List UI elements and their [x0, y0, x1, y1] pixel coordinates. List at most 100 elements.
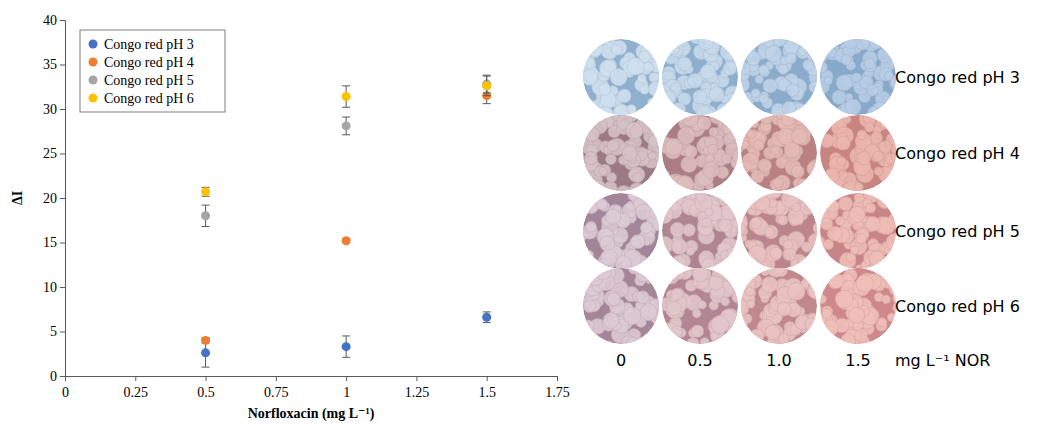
y-tick: 25	[43, 146, 65, 161]
y-tick-label: 15	[43, 235, 57, 250]
bead	[607, 173, 617, 183]
x-tick-label: 0.75	[264, 385, 289, 400]
x-tick: 0.5	[197, 376, 215, 400]
bead	[798, 256, 809, 267]
bead	[681, 156, 698, 173]
bead	[662, 90, 677, 105]
photo	[811, 268, 905, 354]
bead	[749, 119, 758, 128]
y-axis: 0510152025303540	[43, 13, 66, 384]
bead	[788, 283, 806, 301]
bead	[721, 124, 731, 134]
error-bar	[202, 187, 210, 196]
bead	[586, 128, 599, 141]
x-tick-label: 1	[343, 385, 350, 400]
bead	[849, 307, 865, 323]
bead	[767, 260, 785, 278]
legend-label: Congo red pH 5	[104, 73, 194, 88]
y-tick: 40	[43, 13, 65, 28]
bead	[594, 263, 611, 280]
bead	[791, 165, 804, 178]
bead	[786, 84, 798, 96]
bead	[692, 266, 708, 282]
bead	[604, 181, 618, 195]
bead	[843, 34, 858, 49]
bead	[771, 146, 780, 155]
bead	[719, 219, 733, 233]
bead	[824, 168, 839, 183]
bead	[599, 167, 607, 175]
y-tick-mark	[60, 332, 65, 333]
bead	[868, 33, 884, 49]
bead	[798, 47, 807, 56]
point	[342, 121, 351, 130]
bead	[770, 247, 782, 259]
bead	[635, 264, 653, 282]
bead	[751, 89, 760, 98]
bead	[807, 162, 822, 177]
bead	[586, 221, 597, 232]
bead	[710, 333, 718, 341]
bead	[648, 134, 662, 148]
photo	[658, 107, 750, 192]
y-tick-mark	[60, 287, 65, 288]
photo	[730, 184, 825, 274]
bead	[698, 35, 713, 50]
y-tick-mark	[60, 20, 65, 21]
bead	[828, 200, 840, 212]
bead	[671, 326, 682, 337]
bead	[718, 194, 727, 203]
point	[201, 211, 210, 220]
photo	[577, 36, 667, 124]
point	[342, 236, 351, 245]
x-tick-mark	[346, 376, 347, 381]
bead	[604, 291, 620, 307]
point	[342, 342, 351, 351]
bead	[740, 140, 749, 149]
bead	[750, 329, 765, 344]
bead	[596, 199, 607, 210]
bead	[753, 140, 764, 151]
bead	[850, 246, 858, 254]
bead	[667, 301, 682, 316]
photo	[660, 261, 745, 350]
bead	[647, 98, 656, 107]
bead	[856, 233, 866, 243]
y-tick-label: 5	[50, 324, 57, 339]
bead	[612, 40, 627, 55]
legend: Congo red pH 3Congo red pH 4Congo red pH…	[80, 30, 225, 112]
point	[201, 336, 210, 345]
bead	[671, 102, 686, 117]
bead	[866, 203, 876, 213]
y-tick: 0	[50, 369, 65, 384]
unit-label: mg L⁻¹ NOR	[895, 351, 990, 370]
bead	[836, 136, 850, 150]
bead	[873, 151, 883, 161]
legend-marker	[89, 40, 98, 49]
bead	[748, 246, 766, 264]
bead	[746, 51, 760, 65]
x-tick-label: 0	[62, 385, 69, 400]
bead	[809, 82, 820, 93]
x-tick-mark	[487, 376, 488, 381]
y-tick-mark	[60, 65, 65, 66]
bead	[667, 269, 679, 281]
bead	[683, 224, 696, 237]
bead	[717, 104, 730, 117]
column-label: 0.5	[687, 351, 712, 370]
bead	[721, 154, 731, 164]
y-tick-mark	[60, 198, 65, 199]
bead	[641, 222, 653, 234]
bead	[874, 167, 883, 176]
x-tick: 1	[343, 376, 350, 400]
bead	[627, 104, 636, 113]
bead	[778, 64, 788, 74]
bead	[824, 77, 832, 85]
bead	[709, 87, 724, 102]
x-tick: 0	[62, 376, 69, 400]
bead	[765, 325, 780, 340]
bead	[750, 217, 761, 228]
bead	[856, 275, 874, 293]
bead	[759, 94, 768, 103]
bead	[880, 118, 891, 129]
